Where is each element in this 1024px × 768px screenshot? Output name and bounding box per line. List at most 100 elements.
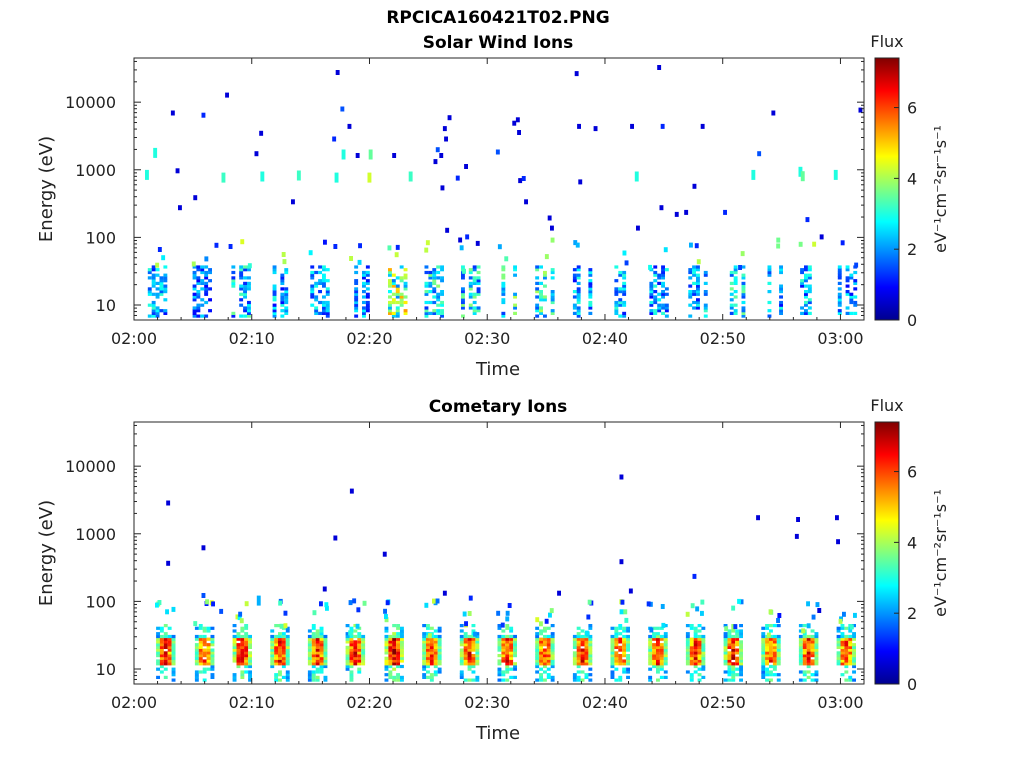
heatmap-cell <box>171 654 176 658</box>
heatmap-cell <box>319 656 324 660</box>
heatmap-cell <box>693 629 698 633</box>
heatmap-point <box>157 247 162 252</box>
heatmap-cell <box>807 273 812 277</box>
heatmap-cell <box>365 303 370 307</box>
heatmap-cell <box>307 643 312 647</box>
heatmap-point <box>700 123 705 129</box>
heatmap-cell <box>476 265 481 269</box>
heatmap-cell <box>572 659 577 663</box>
heatmap-cell <box>729 287 734 291</box>
heatmap-cell <box>345 667 350 671</box>
heatmap-cell <box>429 662 434 666</box>
heatmap-cell <box>399 292 404 296</box>
heatmap-cell <box>767 265 772 269</box>
heatmap-cell <box>426 648 430 652</box>
heatmap-cell <box>274 645 279 649</box>
heatmap-cell <box>576 311 581 315</box>
heatmap-cell <box>741 276 746 280</box>
heatmap-cell <box>618 654 623 658</box>
heatmap-cell <box>232 654 237 658</box>
heatmap-cell <box>800 311 804 315</box>
heatmap-cell <box>357 651 362 655</box>
heatmap-cell <box>584 673 589 677</box>
heatmap-cell <box>501 292 506 296</box>
heatmap-cell <box>695 606 700 612</box>
heatmap-cell <box>467 664 472 669</box>
heatmap-cell <box>319 632 324 636</box>
heatmap-cell <box>353 662 358 666</box>
heatmap-cell <box>723 659 728 663</box>
heatmap-cell <box>281 252 286 257</box>
heatmap-cell <box>427 633 432 639</box>
heatmap-cell <box>852 656 856 660</box>
heatmap-cell <box>845 268 850 272</box>
heatmap-cell <box>849 295 854 299</box>
heatmap-cell <box>198 634 203 639</box>
heatmap-cell <box>285 640 290 644</box>
heatmap-cell <box>435 598 440 604</box>
heatmap-cell <box>357 670 362 674</box>
heatmap-cell <box>692 273 696 277</box>
heatmap-cell <box>156 662 160 666</box>
heatmap-cell <box>739 662 743 666</box>
heatmap-cell <box>204 256 209 262</box>
heatmap-cell <box>550 632 555 636</box>
heatmap-cell <box>238 611 243 617</box>
heatmap-cell <box>810 634 815 639</box>
heatmap-cell <box>315 634 320 639</box>
heatmap-cell <box>535 648 540 652</box>
heatmap-cell <box>836 656 841 660</box>
heatmap-cell <box>463 637 468 641</box>
heatmap-cell <box>580 654 585 658</box>
heatmap-cell <box>400 651 404 655</box>
heatmap-cell <box>497 678 502 682</box>
heatmap-cell <box>171 637 176 641</box>
heatmap-cell <box>247 287 251 291</box>
heatmap-cell <box>572 290 577 294</box>
heatmap-cell <box>274 656 279 660</box>
heatmap-cell <box>349 673 354 677</box>
x-tick-label: 02:20 <box>346 693 392 712</box>
heatmap-cell <box>194 678 199 682</box>
heatmap-cell <box>806 659 811 663</box>
heatmap-cell <box>769 624 773 628</box>
heatmap-cell <box>501 314 506 318</box>
heatmap-cell <box>436 270 441 275</box>
heatmap-cell <box>852 654 856 658</box>
heatmap-cell <box>772 648 777 652</box>
heatmap-cell <box>659 651 664 655</box>
heatmap-cell <box>459 662 464 666</box>
heatmap-cell <box>844 651 849 655</box>
heatmap-cell <box>399 295 404 299</box>
heatmap-cell <box>361 662 366 666</box>
heatmap-cell <box>392 648 397 652</box>
heatmap-cell <box>685 637 690 641</box>
heatmap-cell <box>463 659 468 663</box>
heatmap-cell <box>471 678 476 682</box>
heatmap-cell <box>779 287 783 291</box>
heatmap-cell <box>610 673 615 677</box>
heatmap-cell <box>147 314 152 318</box>
heatmap-cell <box>284 298 289 302</box>
heatmap-cell <box>661 273 665 277</box>
heatmap-cell <box>459 651 464 655</box>
heatmap-cell <box>576 306 581 310</box>
y-tick-label: 100 <box>85 592 116 611</box>
heatmap-cell <box>240 659 245 663</box>
heatmap-point <box>858 107 863 113</box>
heatmap-cell <box>422 664 427 669</box>
heatmap-cell <box>656 634 660 639</box>
heatmap-cell <box>281 648 286 652</box>
heatmap-cell <box>840 643 845 647</box>
heatmap-cell <box>384 614 388 619</box>
heatmap-cell <box>814 632 819 636</box>
heatmap-cell <box>622 670 627 674</box>
heatmap-cell <box>232 624 237 628</box>
heatmap-cell <box>576 276 581 280</box>
heatmap-cell <box>733 624 738 630</box>
heatmap-cell <box>244 659 249 663</box>
heatmap-cell <box>307 637 312 641</box>
heatmap-cell <box>779 265 783 269</box>
heatmap-cell <box>731 645 736 649</box>
heatmap-cell <box>576 626 581 630</box>
